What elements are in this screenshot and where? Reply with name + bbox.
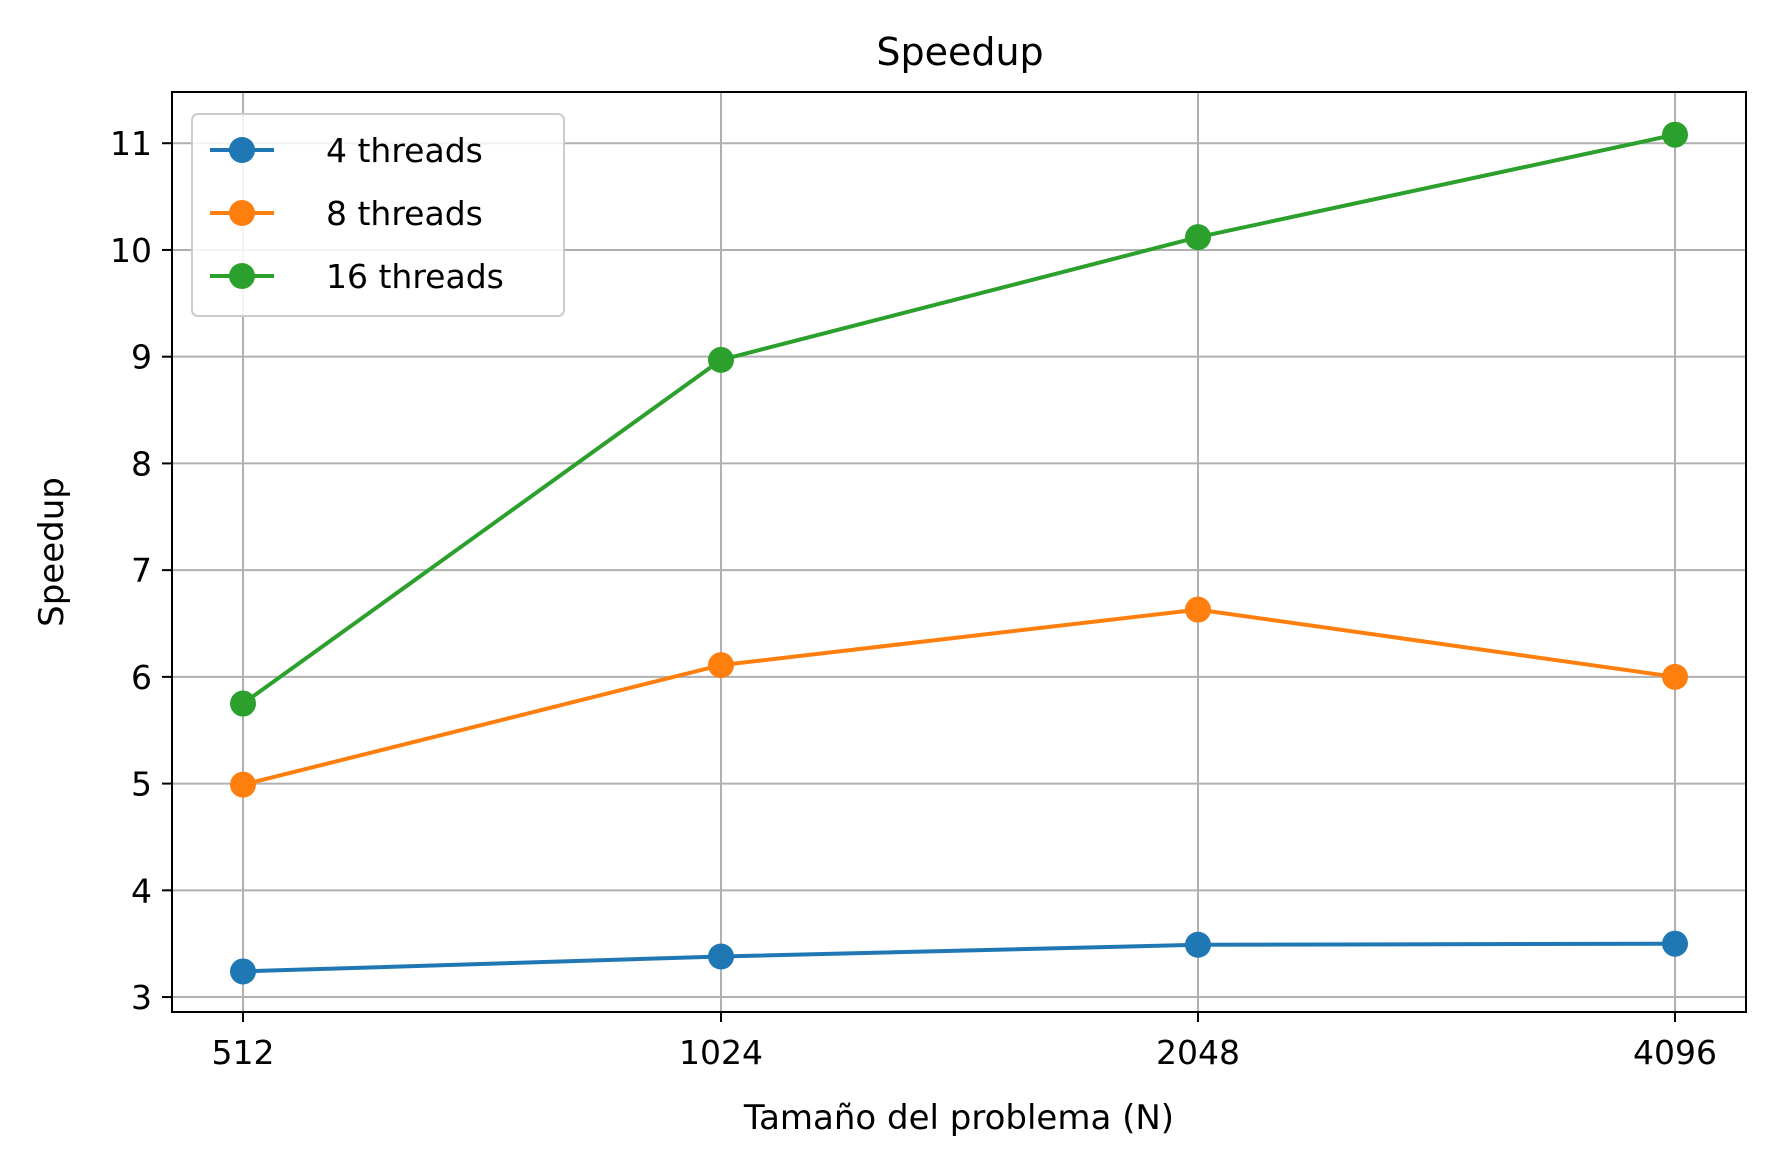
legend-label: 4 threads: [326, 131, 483, 170]
legend-marker: [229, 200, 255, 226]
y-tick-label: 9: [131, 338, 152, 377]
legend-label: 8 threads: [326, 194, 483, 233]
y-tick-label: 5: [131, 765, 152, 804]
y-axis-label: Speedup: [32, 477, 72, 627]
y-tick-label: 11: [110, 124, 152, 163]
legend-label: 16 threads: [326, 257, 504, 296]
data-point: [1662, 930, 1688, 957]
x-tick-label: 512: [212, 1033, 275, 1072]
y-tick-label: 7: [131, 551, 152, 590]
data-point: [1662, 663, 1688, 690]
legend-marker: [229, 137, 255, 163]
data-point: [230, 958, 256, 985]
y-tick-label: 8: [131, 444, 152, 483]
series-lines: [230, 121, 1688, 985]
axis-ticks: 512 1024 2048 4096 3 4 5 6 7 8 9 10 11: [110, 124, 1717, 1072]
data-point: [230, 771, 256, 798]
plot-area-frame: [171, 91, 1747, 1013]
data-point: [1185, 931, 1211, 958]
series-line: [241, 941, 1677, 974]
x-tick-label: 1024: [679, 1033, 763, 1072]
y-tick-label: 4: [131, 871, 152, 910]
x-tick-label: 2048: [1156, 1033, 1240, 1072]
data-point: [1185, 596, 1211, 623]
y-tick-label: 10: [110, 231, 152, 270]
data-point: [708, 652, 734, 679]
series-line: [241, 132, 1677, 706]
y-tick-label: 6: [131, 658, 152, 697]
y-tick-label: 3: [131, 978, 152, 1017]
data-point: [708, 346, 734, 373]
legend: 4 threads 8 threads 16 threads: [191, 113, 565, 317]
x-axis-label: Tamaño del problema (N): [743, 1098, 1174, 1138]
legend-box: [191, 113, 565, 317]
data-point: [230, 690, 256, 717]
chart-title: Speedup: [876, 30, 1043, 74]
data-point: [708, 943, 734, 970]
data-point: [1662, 121, 1688, 148]
legend-marker: [229, 263, 255, 289]
x-tick-label: 4096: [1633, 1033, 1717, 1072]
series-line: [241, 607, 1677, 787]
data-point: [1185, 224, 1211, 251]
